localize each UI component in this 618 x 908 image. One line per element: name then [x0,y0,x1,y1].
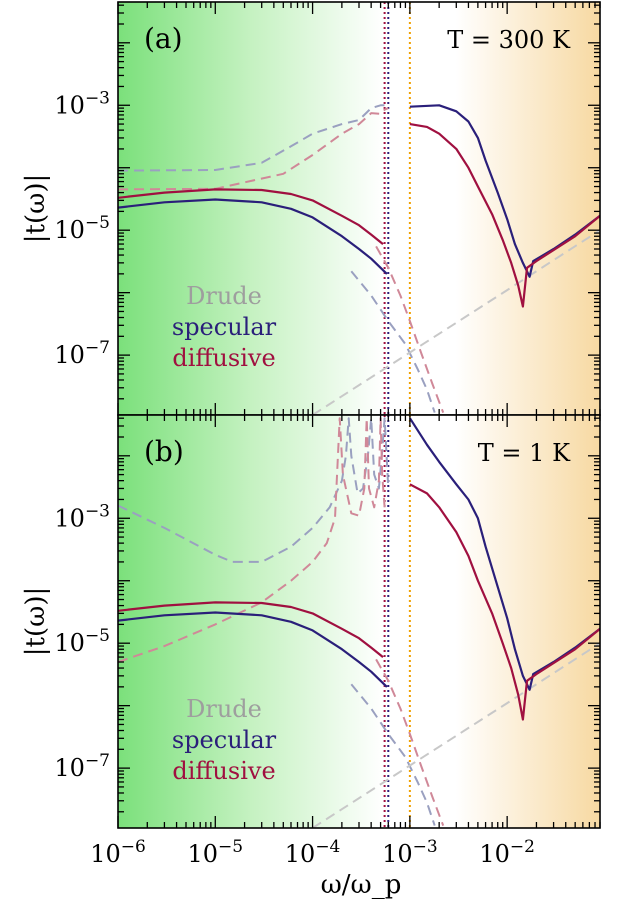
series-specular-5 [118,198,388,275]
y-axis-label: |t(ω)| [21,174,51,243]
panel-1: 10−3 10−5 10−7 10−6 10−5 10−4 10−3 10−2 |t(ω)| (b… [21,414,601,868]
x-tick-label: 10−3 [382,837,438,868]
series-diffusive-8 [409,483,600,721]
y-ticks [118,4,600,400]
x-ticks [117,415,601,828]
plot-area [118,415,600,828]
x-tick-label: 10−2 [479,837,535,868]
y-ticks [118,417,600,813]
panel-label: (a) [144,22,183,55]
x-tick-label: 10−4 [285,837,341,868]
y-tick-label: 10−7 [54,338,110,369]
series-diffusive-8 [409,123,600,308]
series-specular-7 [409,104,600,278]
series-specular-5 [118,611,388,688]
panel-label: (b) [144,435,184,468]
panel-0: 10−3 10−5 10−7 |t(ω)| (a) T = 300 K Drude specu… [21,1,601,416]
series-Drude-3 [375,245,445,413]
series-Drude-0 [118,104,389,172]
legend-entry-diffusive: diffusive [172,757,275,785]
legend-entry-specular: specular [172,313,277,341]
y-tick-label: 10−3 [54,501,110,532]
series-Drude-1 [118,417,386,663]
temperature-annotation: T = 1 K [478,439,571,467]
series-Drude-3 [375,658,445,826]
temperature-annotation: T = 300 K [447,26,571,54]
plot-background [118,415,600,828]
plot-area [118,2,600,415]
plot-background [118,2,600,415]
x-axis-label: ω/ω_p [321,870,402,900]
legend-entry-specular: specular [172,726,277,754]
series-Drude-0 [118,417,390,563]
series-Drude-4 [312,229,600,415]
y-tick-label: 10−5 [54,213,110,244]
series-Drude-1 [118,107,389,191]
x-tick-label: 10−5 [187,837,243,868]
legend-entry-diffusive: diffusive [172,344,275,372]
series-specular-7 [408,417,600,691]
x-ticks [117,2,601,415]
legend-entry-drude: Drude [186,695,262,723]
series-Drude-4 [312,642,600,828]
series-diffusive-6 [118,601,384,658]
y-tick-label: 10−7 [54,751,110,782]
legend-entry-drude: Drude [186,282,262,310]
y-axis-label: |t(ω)| [21,587,51,656]
y-tick-label: 10−5 [54,626,110,657]
x-tick-label: 10−6 [90,837,146,868]
y-tick-label: 10−3 [54,88,110,119]
series-diffusive-6 [118,188,384,245]
